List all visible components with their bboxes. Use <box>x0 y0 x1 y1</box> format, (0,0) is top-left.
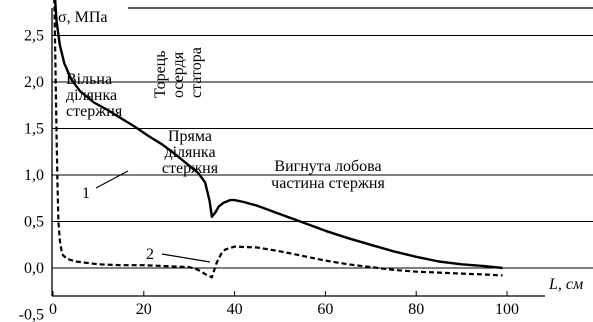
annotation-free-line: ділянка <box>66 87 117 104</box>
series-line-1 <box>53 0 503 270</box>
y-tick-label: 2,0 <box>24 74 44 91</box>
annotation-stator-line: статора <box>188 47 205 98</box>
x-tick-label: 20 <box>136 301 152 318</box>
annotation-straight-line: стержня <box>162 160 219 177</box>
annotation-straight-line: ділянка <box>164 144 215 161</box>
y-tick-label: 1,0 <box>24 167 44 184</box>
series-group <box>53 0 503 279</box>
annotation-label1-line: 1 <box>82 185 90 202</box>
leader-line-1 <box>95 170 129 189</box>
annotation-stator-line: Торець <box>152 50 169 98</box>
annotation-bent-line: частина стержня <box>271 175 385 192</box>
plot-frame <box>51 7 593 297</box>
y-tick-label: 0,5 <box>24 214 44 231</box>
annotation-bent-line: Вигнута лобова <box>274 158 381 175</box>
y-tick-label: 0,0 <box>24 260 44 277</box>
y-tick-label: 2,5 <box>24 28 44 45</box>
y-tick-label: -0,5 <box>19 307 44 322</box>
y-axis-label: σ, МПа <box>58 9 108 26</box>
annotation-free-line: стержня <box>66 103 123 120</box>
x-axis-label: L, см <box>548 276 583 293</box>
x-tick-label: 60 <box>317 301 333 318</box>
x-tick-label: 40 <box>227 301 243 318</box>
y-tick-label: 1,5 <box>24 121 44 138</box>
x-tick-label: 100 <box>495 301 519 318</box>
annotation-label2-line: 2 <box>146 246 154 263</box>
annotation-free-line: Вільна <box>66 71 112 88</box>
leader-lines <box>95 170 211 263</box>
annotation-stator-line: осердя <box>170 51 187 98</box>
annotation-straight-line: Пряма <box>168 128 212 145</box>
series-line-2 <box>53 0 503 279</box>
x-tick-label: 80 <box>408 301 424 318</box>
grid <box>52 35 593 269</box>
x-tick-label: 0 <box>49 301 57 318</box>
leader-line-2 <box>161 253 211 263</box>
